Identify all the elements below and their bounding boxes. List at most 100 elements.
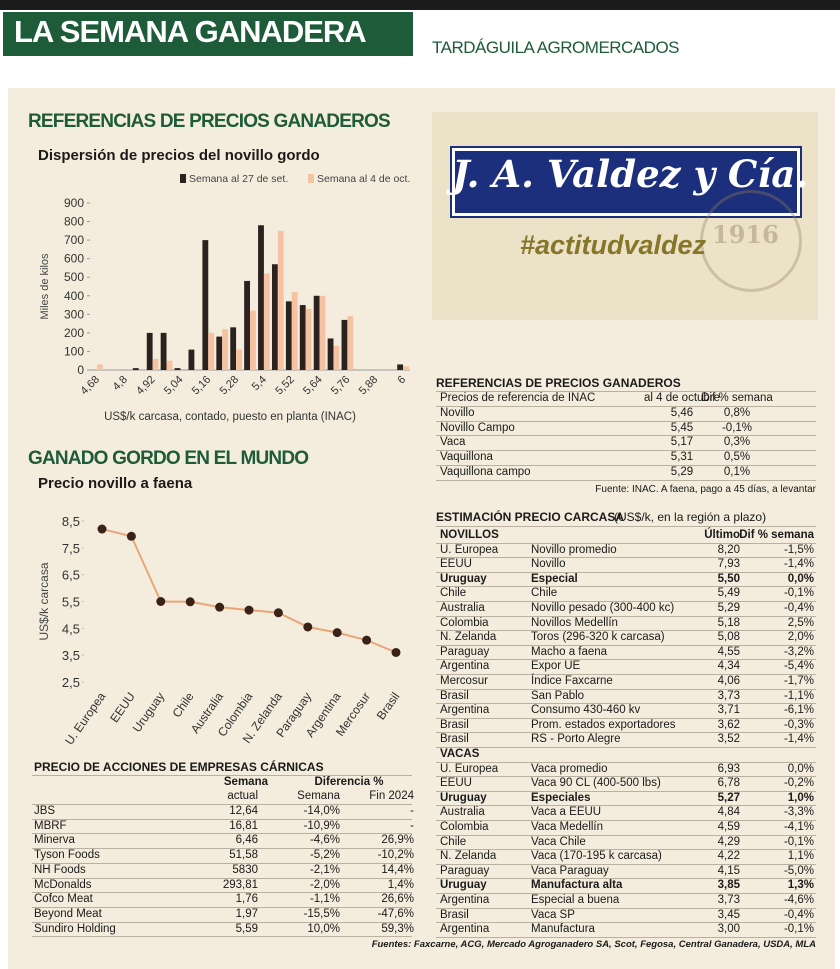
x-tick-label: 5,16 — [190, 374, 214, 398]
stamp-year: 1916 — [712, 220, 779, 249]
table-cell: Índice Faxcarne — [531, 675, 613, 687]
bar — [146, 332, 153, 370]
table-cell: Uruguay — [440, 791, 487, 804]
y-tick-label: 8,5 — [62, 514, 80, 529]
table-cell: -2,0% — [309, 878, 340, 891]
column-header: Dif % semana — [701, 392, 773, 404]
y-tick-label: 2,5 — [62, 675, 80, 690]
table-cell: Novillo promedio — [531, 543, 617, 556]
table-cell: Vaca SP — [531, 908, 575, 921]
legend-swatch — [308, 174, 314, 183]
x-tick-label: 5,76 — [329, 374, 353, 398]
y-tick-label: 600 — [64, 252, 84, 266]
y-tick-label: 400 — [64, 289, 84, 303]
stamp — [700, 190, 802, 292]
table-cell: 4,06 — [717, 675, 740, 687]
table-cell: 10,0% — [307, 922, 340, 935]
column-header: Fin 2024 — [369, 790, 414, 802]
row-rule — [436, 406, 816, 407]
marker — [273, 608, 283, 618]
x-tick-label: 4,92 — [134, 374, 158, 398]
table-cell: 0,1% — [723, 465, 751, 478]
marker — [303, 622, 313, 632]
table-cell: Australia — [440, 602, 485, 614]
row-rule — [436, 420, 816, 422]
table-title: ESTIMACIÓN PRECIO CARCASA — [436, 510, 625, 524]
row-rule — [32, 877, 412, 879]
row-rule — [436, 464, 816, 466]
table-cell: 5,08 — [717, 631, 740, 644]
row-rule — [436, 907, 816, 909]
bar — [305, 308, 312, 370]
table-cell: 293,81 — [222, 878, 258, 891]
table-cell: San Pablo — [531, 689, 585, 702]
column-header: Semana — [297, 790, 340, 802]
table-title: REFERENCIAS DE PRECIOS GANADEROS — [436, 376, 681, 390]
table-cell: 4,15 — [717, 864, 740, 877]
column-header: Último — [704, 529, 740, 541]
table-cell: Colombia — [440, 821, 489, 833]
table-cell: Sundiro Holding — [34, 922, 116, 935]
table-cell: Chile — [531, 587, 558, 600]
bar — [222, 329, 229, 370]
table-title: PRECIO DE ACCIONES DE EMPRESAS CÁRNICAS — [34, 760, 324, 774]
brand: J. A. Valdez y Cía. — [452, 152, 809, 196]
row-rule — [436, 878, 816, 880]
bar — [263, 273, 270, 370]
table-cell: JBS — [34, 805, 56, 817]
row-rule — [436, 834, 816, 836]
column-header: al 4 de octubre — [643, 392, 721, 404]
table-cell: Brasil — [440, 908, 469, 921]
legend-label: Semana al 27 de set. — [189, 173, 288, 185]
table-cell: 5,49 — [717, 587, 740, 600]
row-rule — [436, 659, 816, 661]
x-tick-label: Brasil — [374, 690, 403, 723]
row-rule — [436, 542, 816, 544]
table-cell: -1,1% — [309, 893, 340, 906]
table-cell: 4,59 — [717, 821, 740, 833]
bar — [277, 230, 284, 370]
bar — [397, 364, 404, 370]
row-rule — [436, 790, 816, 792]
table-cell: 7,93 — [717, 558, 740, 571]
bar — [208, 332, 215, 370]
table-cell: 4,84 — [717, 806, 740, 819]
table-cell: 1,76 — [235, 893, 258, 906]
table-cell: Toros (296-320 k carcasa) — [531, 631, 665, 644]
table-cell: -4,6% — [309, 834, 340, 847]
table-cell: Especiales — [531, 791, 591, 804]
bar — [250, 310, 256, 370]
table-cell: 3,00 — [717, 923, 740, 936]
chart-title: Precio novillo a faena — [38, 475, 193, 492]
table-cell: Argentina — [440, 923, 490, 936]
table-cell: Vaca 90 CL (400-500 lbs) — [531, 777, 661, 790]
table-cell: -14,0% — [303, 805, 340, 817]
row-rule — [436, 776, 816, 778]
marker — [391, 647, 401, 657]
bar — [96, 364, 103, 370]
table-cell: -1,4% — [783, 733, 814, 746]
x-tick-label: 5,88 — [357, 374, 381, 398]
row-rule — [436, 479, 816, 481]
y-tick-label: 6,5 — [62, 568, 80, 583]
marker — [126, 531, 136, 541]
table-cell: Beyond Meat — [34, 907, 102, 920]
table-cell: 0,8% — [723, 407, 751, 419]
table-cell: 0,0% — [787, 572, 814, 585]
table-cell: Mercosur — [440, 675, 488, 687]
table-cell: 5,29 — [717, 602, 740, 614]
bar — [319, 295, 326, 370]
row-rule — [436, 674, 816, 675]
column-header: Diferencia % — [314, 776, 384, 788]
table-cell: Paraguay — [440, 645, 490, 658]
column-header: Semana — [223, 776, 268, 788]
row-rule — [436, 557, 816, 559]
y-tick-label: 800 — [64, 215, 84, 229]
table-cell: 0,3% — [723, 436, 751, 449]
table-cell: -5,0% — [783, 864, 814, 877]
table-cell: 1,4% — [387, 878, 414, 891]
table-cell: 3,71 — [717, 704, 740, 717]
bar — [299, 305, 306, 370]
y-tick-label: 300 — [64, 307, 84, 321]
